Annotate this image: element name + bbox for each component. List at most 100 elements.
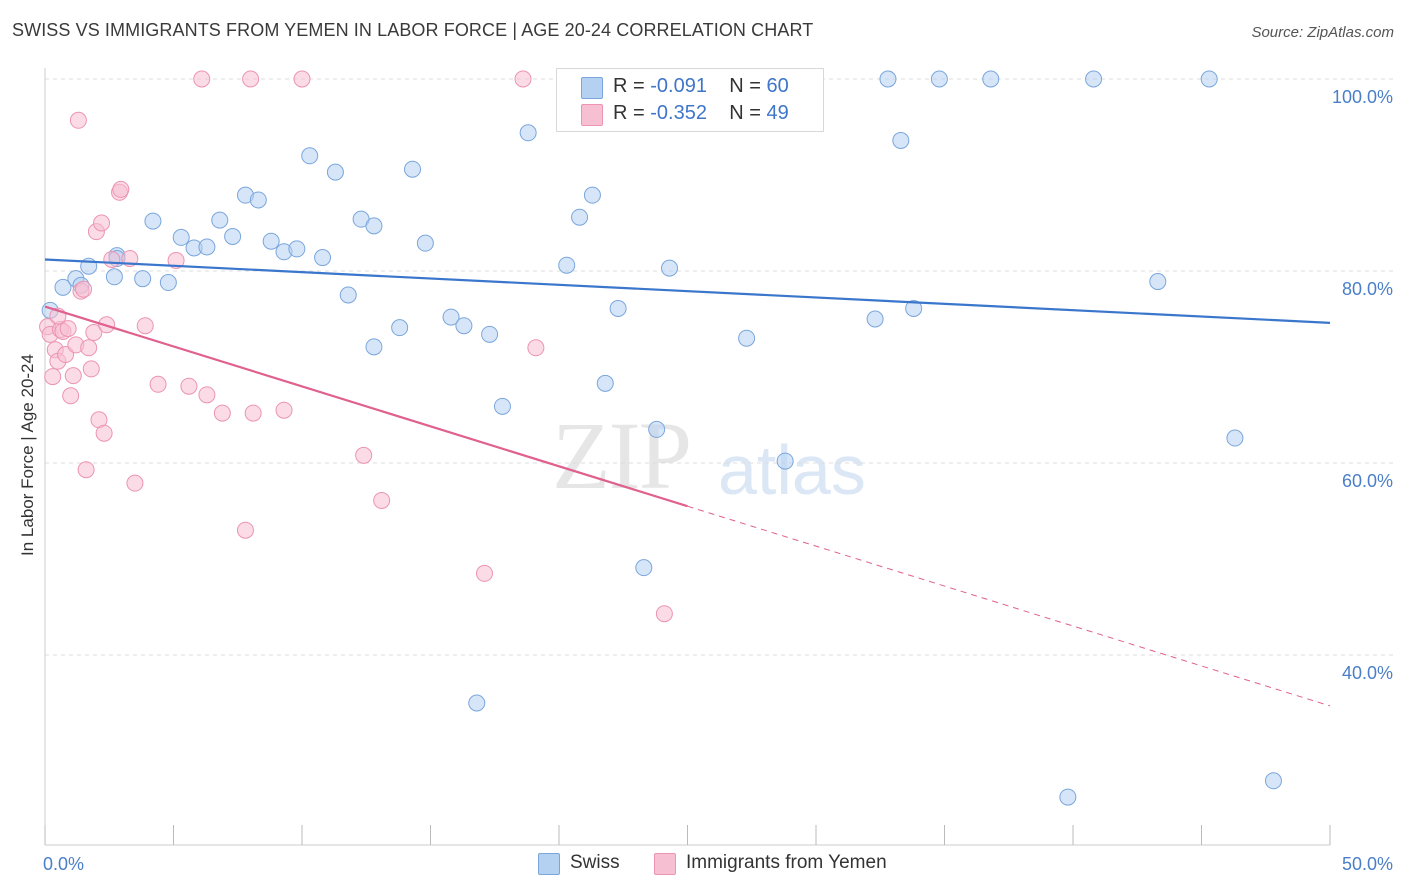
yemen-point: [103, 250, 121, 268]
yemen-point: [373, 491, 391, 509]
legend-n-value-swiss: 60: [766, 75, 789, 97]
swiss-point: [211, 211, 229, 229]
watermark-zip: ZIP: [552, 402, 692, 509]
swiss-point: [249, 191, 267, 209]
swiss-point: [519, 124, 537, 142]
x-tick-label: 50.0%: [1342, 854, 1393, 874]
y-tick-label: 60.0%: [1342, 471, 1393, 491]
chart-source: Source: ZipAtlas.com: [1251, 24, 1394, 41]
swiss-point: [455, 317, 473, 335]
swiss-point: [54, 278, 72, 296]
legend-n-label: N =: [729, 75, 761, 97]
swiss-point: [776, 452, 794, 470]
axes: [44, 68, 1331, 846]
swiss-point: [442, 308, 460, 326]
yemen-point: [527, 339, 545, 357]
legend-n-label: N =: [729, 102, 761, 124]
swiss-point: [609, 299, 627, 317]
swiss-point: [224, 227, 242, 245]
yemen-point: [293, 70, 311, 88]
yemen-point: [242, 70, 260, 88]
yemen-point: [198, 386, 216, 404]
yemen-point: [193, 70, 211, 88]
swiss-point: [866, 310, 884, 328]
yemen-point: [44, 368, 62, 386]
swiss-point: [391, 319, 409, 337]
swiss-point: [892, 131, 910, 149]
yemen-point: [59, 320, 77, 338]
yemen-trend-line: [44, 305, 688, 508]
legend-n-value-yemen: 49: [766, 102, 789, 124]
swiss-point: [159, 274, 177, 292]
swiss-point: [198, 238, 216, 256]
legend-r-label: R =: [613, 75, 645, 97]
trend-lines: [44, 258, 1331, 707]
swiss-point: [301, 147, 319, 165]
yemen-point: [85, 323, 103, 341]
yemen-point: [77, 461, 95, 479]
swiss-point: [365, 217, 383, 235]
swiss-point: [905, 299, 923, 317]
legend-swatch-swiss: [581, 77, 603, 99]
chart-title: SWISS VS IMMIGRANTS FROM YEMEN IN LABOR …: [12, 20, 814, 40]
yemen-point: [213, 404, 231, 422]
data-points: [39, 70, 1282, 806]
swiss-point: [1200, 70, 1218, 88]
yemen-point: [275, 401, 293, 419]
y-tick-label: 80.0%: [1342, 279, 1393, 299]
swiss-point: [982, 70, 1000, 88]
watermark-atlas: atlas: [718, 431, 866, 509]
yemen-point: [180, 377, 198, 395]
swiss-point: [144, 212, 162, 230]
swiss-point: [172, 228, 190, 246]
swiss-point: [583, 186, 601, 204]
y-tick-label: 100.0%: [1332, 87, 1393, 107]
swiss-point: [558, 256, 576, 274]
x-tick-label: 0.0%: [43, 854, 84, 874]
yemen-point: [82, 360, 100, 378]
gridlines: [45, 78, 1395, 656]
legend-r-value-yemen: -0.352: [650, 102, 707, 124]
swiss-point: [930, 70, 948, 88]
series-legend-swiss-label: Swiss: [570, 852, 620, 873]
yemen-point: [64, 367, 82, 385]
yemen-point: [514, 70, 532, 88]
swiss-point: [1226, 429, 1244, 447]
yemen-point: [236, 521, 254, 539]
yemen-point: [244, 404, 262, 422]
series-legend: Swiss Immigrants from Yemen: [0, 852, 1406, 878]
swiss-point: [365, 338, 383, 356]
swiss-point: [493, 397, 511, 415]
swiss-point: [571, 208, 589, 226]
legend-r-value-swiss: -0.091: [650, 75, 707, 97]
swiss-point: [416, 234, 434, 252]
yemen-point: [167, 251, 185, 269]
swiss-point: [738, 329, 756, 347]
swiss-point: [339, 286, 357, 304]
yemen-point: [475, 564, 493, 582]
swiss-trend-line: [44, 258, 1331, 324]
yemen-point: [655, 605, 673, 623]
swiss-point: [879, 70, 897, 88]
yemen-point: [355, 446, 373, 464]
swatch-swiss: [538, 853, 560, 875]
series-legend-yemen-label: Immigrants from Yemen: [686, 852, 887, 873]
yemen-point: [69, 111, 87, 129]
swiss-point: [288, 240, 306, 258]
swatch-yemen: [654, 853, 676, 875]
yemen-point: [149, 375, 167, 393]
yemen-point: [93, 214, 111, 232]
swiss-point: [404, 160, 422, 178]
yemen-point: [112, 180, 130, 198]
swiss-point: [648, 420, 666, 438]
swiss-point: [1085, 70, 1103, 88]
swiss-point: [635, 559, 653, 577]
yemen-trend-extension: [687, 505, 1331, 707]
y-tick-label: 40.0%: [1342, 663, 1393, 683]
swiss-point: [468, 694, 486, 712]
legend-swatch-yemen: [581, 104, 603, 126]
swiss-point: [481, 325, 499, 343]
yemen-point: [75, 280, 93, 298]
swiss-point: [326, 163, 344, 181]
